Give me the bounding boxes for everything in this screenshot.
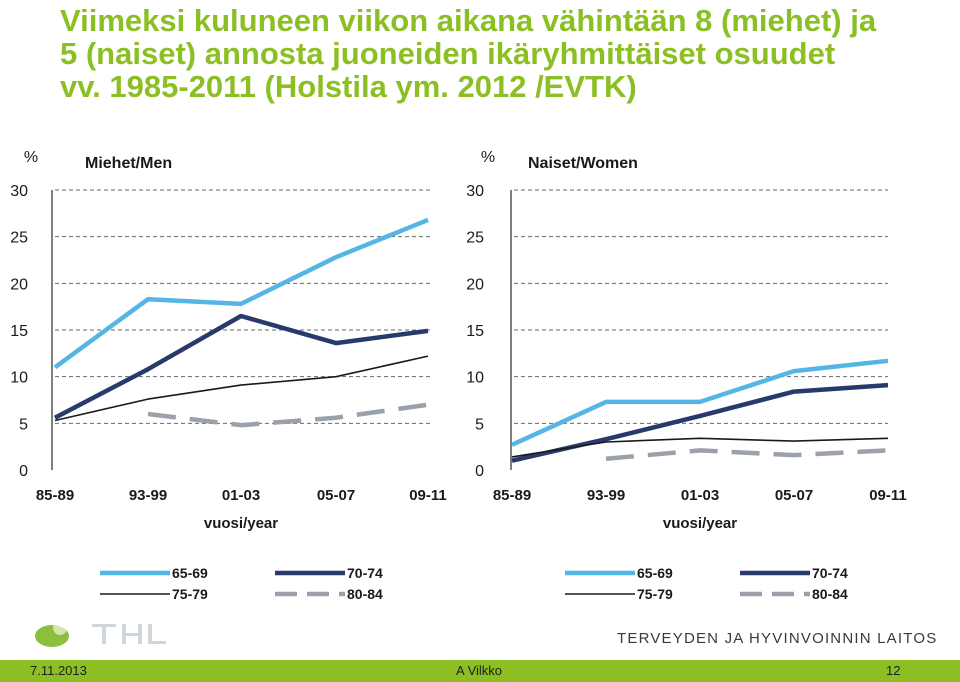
legend-label: 80-84: [812, 586, 848, 602]
x-tick-label: 85-89: [493, 487, 531, 504]
y-tick-label: 5: [19, 416, 28, 433]
legend-label: 80-84: [347, 586, 383, 602]
series-line-75-79: [511, 437, 889, 458]
y-unit-label: %: [24, 149, 38, 166]
legend-label: 70-74: [347, 565, 383, 581]
x-tick-label: 01-03: [222, 487, 260, 504]
x-tick-label: 93-99: [129, 487, 167, 504]
series-line-75-79: [54, 355, 429, 422]
y-tick-label: 10: [10, 370, 28, 387]
y-tick-label: 30: [466, 183, 484, 200]
series-line-80-84: [605, 448, 889, 462]
slide-title-line-1: Viimeksi kuluneen viikon aikana vähintää…: [60, 3, 877, 38]
y-tick-label: 25: [466, 230, 484, 247]
series-line-80-84: [147, 402, 429, 428]
y-tick-label: 30: [10, 183, 28, 200]
x-tick-label: 05-07: [775, 487, 813, 504]
x-tick-label: 85-89: [36, 487, 74, 504]
legend-label: 70-74: [812, 565, 848, 581]
x-tick-label: 01-03: [681, 487, 719, 504]
x-tick-label: 09-11: [869, 487, 907, 504]
y-tick-label: 20: [10, 276, 28, 293]
footer-bar: 7.11.2013 A Vilkko 12: [0, 660, 960, 682]
chart-panel-2: 0 5 10 15 20 25 30% Naiset/Women 85-89 93-99 01-03…: [466, 149, 907, 602]
x-axis-label: vuosi/year: [663, 515, 737, 532]
x-axis-label: vuosi/year: [204, 515, 278, 532]
legend-label: 75-79: [172, 586, 208, 602]
chart-title: Miehet/Men: [85, 155, 172, 172]
slide-title: Viimeksi kuluneen viikon aikana vähintää…: [60, 4, 950, 103]
y-tick-label: 20: [466, 276, 484, 293]
chart-panel-1: 0 5 10 15 20 25 30% Miehet/Men 85-89 93-99 01-03 05…: [10, 149, 447, 602]
chart-title: Naiset/Women: [528, 155, 638, 172]
thl-logo-icon: [35, 621, 166, 647]
legend-label: 65-69: [172, 565, 208, 581]
y-tick-label: 15: [10, 323, 28, 340]
organization-name: TERVEYDEN JA HYVINVOINNIN LAITOS: [617, 630, 938, 647]
y-unit-label: %: [481, 149, 495, 166]
y-tick-label: 15: [466, 323, 484, 340]
series-line-70-74: [53, 313, 429, 420]
y-tick-label: 0: [19, 463, 28, 480]
footer-date: 7.11.2013: [30, 663, 87, 678]
series-line-65-69: [511, 358, 889, 447]
footer-author: A Vilkko: [456, 663, 503, 678]
y-tick-label: 25: [10, 230, 28, 247]
series-line-65-69: [53, 217, 429, 370]
x-tick-label: 93-99: [587, 487, 625, 504]
x-tick-label: 05-07: [317, 487, 355, 504]
legend-label: 75-79: [637, 586, 673, 602]
x-tick-label: 09-11: [409, 487, 447, 504]
y-tick-label: 0: [475, 463, 484, 480]
y-tick-label: 10: [466, 370, 484, 387]
slide-title-line-2: 5 (naiset) annosta juoneiden ikäryhmittä…: [60, 36, 836, 71]
legend-label: 65-69: [637, 565, 673, 581]
slide-title-line-3: vv. 1985-2011 (Holstila ym. 2012 /EVTK): [60, 69, 637, 104]
y-tick-label: 5: [475, 416, 484, 433]
footer-page-number: 12: [886, 663, 901, 678]
